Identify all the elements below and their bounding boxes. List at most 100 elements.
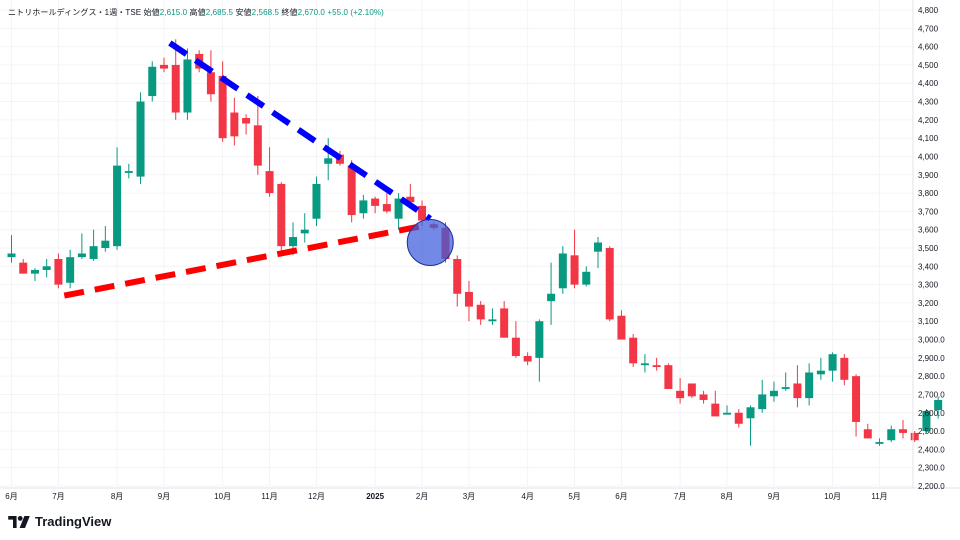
candle-body bbox=[699, 394, 708, 400]
price-axis[interactable]: 2,200.0 2,300.0 2,400.0 2,500.0 2,600.0 2,700… bbox=[918, 6, 945, 491]
candle-body bbox=[570, 255, 579, 285]
candle-body bbox=[629, 337, 638, 364]
candle-body bbox=[558, 253, 567, 289]
candle-body bbox=[594, 242, 602, 252]
change-value: +55.0 (+2.10%) bbox=[327, 8, 384, 17]
candle-body bbox=[183, 59, 192, 113]
candle-body bbox=[30, 269, 39, 274]
candle-body bbox=[910, 432, 919, 441]
candle-body bbox=[206, 72, 215, 95]
price-tick-label: 3,600 bbox=[918, 226, 939, 235]
price-tick-label: 2,900.0 bbox=[918, 354, 945, 363]
price-tick-label: 2,300.0 bbox=[918, 464, 945, 473]
low-label: 安値 bbox=[235, 8, 252, 17]
chart-drawings[interactable] bbox=[63, 40, 454, 299]
price-tick-label: 2,800.0 bbox=[918, 372, 945, 381]
candle-body bbox=[934, 399, 943, 411]
price-tick-label: 2,700.0 bbox=[918, 390, 945, 399]
close-value: 2,670.0 bbox=[297, 8, 325, 17]
price-tick-label: 3,400 bbox=[918, 262, 939, 271]
high-label: 高値 bbox=[189, 8, 206, 17]
symbol-name: ニトリホールディングス・1週・TSE bbox=[8, 8, 142, 17]
tradingview-logo-icon bbox=[8, 515, 30, 528]
candle-body bbox=[89, 246, 98, 259]
candle-body bbox=[230, 112, 239, 137]
candle-body bbox=[535, 321, 544, 358]
time-tick-label: 7月 bbox=[52, 492, 64, 501]
price-tick-label: 3,800 bbox=[918, 189, 939, 198]
time-tick-label: 8月 bbox=[111, 492, 123, 501]
candle-body bbox=[159, 64, 168, 69]
candle-body bbox=[840, 357, 849, 380]
candle-body bbox=[418, 205, 427, 221]
candle-body bbox=[640, 363, 649, 366]
candle-body bbox=[371, 198, 380, 206]
candle-body bbox=[664, 365, 673, 389]
candle-body bbox=[7, 253, 16, 258]
candle-body bbox=[617, 315, 626, 340]
candle-body bbox=[687, 383, 696, 397]
time-tick-label: 11月 bbox=[871, 492, 887, 501]
candle-body bbox=[347, 165, 356, 216]
candle-body bbox=[253, 125, 262, 166]
candle-body bbox=[793, 383, 802, 399]
candlestick-series bbox=[7, 39, 943, 446]
candle-body bbox=[382, 204, 391, 212]
candle-body bbox=[136, 101, 145, 177]
price-tick-label: 2,600.0 bbox=[918, 409, 945, 418]
time-tick-label: 9月 bbox=[768, 492, 780, 501]
time-tick-label: 3月 bbox=[463, 492, 475, 501]
candle-body bbox=[898, 429, 907, 433]
candle-body bbox=[582, 271, 591, 285]
time-axis[interactable]: 6月 7月 8月 9月 10月 11月 12月 2025 2月 3月 4月 5月 6月 7月 8月 9月 10月… bbox=[5, 492, 887, 501]
price-tick-label: 4,600 bbox=[918, 43, 939, 52]
close-label: 終値 bbox=[281, 8, 298, 17]
candle-body bbox=[500, 308, 509, 338]
time-tick-label: 10月 bbox=[214, 492, 231, 501]
candle-body bbox=[711, 403, 720, 417]
price-tick-label: 4,700 bbox=[918, 24, 939, 33]
candle-body bbox=[676, 390, 685, 399]
candle-body bbox=[828, 354, 837, 371]
price-tick-label: 4,100 bbox=[918, 134, 939, 143]
price-tick-label: 3,200 bbox=[918, 299, 939, 308]
price-tick-label: 3,900 bbox=[918, 171, 939, 180]
tradingview-brand[interactable]: TradingView bbox=[8, 514, 111, 529]
brand-name: TradingView bbox=[35, 514, 112, 529]
candle-body bbox=[464, 291, 473, 307]
candle-body bbox=[652, 365, 661, 367]
candle-body bbox=[723, 412, 732, 415]
price-tick-label: 4,300 bbox=[918, 98, 939, 107]
candle-body bbox=[394, 198, 403, 219]
breakout-marker-circle[interactable] bbox=[406, 219, 454, 267]
candle-body bbox=[19, 262, 28, 274]
candle-body bbox=[289, 237, 298, 247]
time-tick-label: 2025 bbox=[366, 492, 384, 501]
price-tick-label: 3,100 bbox=[918, 317, 939, 326]
price-tick-label: 2,400.0 bbox=[918, 445, 945, 454]
candle-body bbox=[816, 370, 825, 375]
candle-body bbox=[265, 171, 274, 194]
candle-body bbox=[113, 165, 122, 247]
candle-body bbox=[746, 407, 755, 419]
time-tick-label: 4月 bbox=[521, 492, 533, 501]
candle-body bbox=[324, 158, 333, 164]
price-tick-label: 4,000 bbox=[918, 152, 939, 161]
candle-body bbox=[406, 196, 415, 203]
candle-body bbox=[66, 257, 75, 283]
candle-body bbox=[781, 387, 790, 389]
candle-body bbox=[124, 171, 133, 173]
candle-body bbox=[359, 200, 368, 214]
time-tick-label: 2月 bbox=[416, 492, 428, 501]
candle-body bbox=[734, 412, 743, 424]
upper-trendline[interactable] bbox=[168, 40, 432, 222]
candle-body bbox=[42, 266, 51, 270]
candle-body bbox=[218, 75, 227, 139]
candle-body bbox=[300, 229, 309, 234]
price-tick-label: 2,200.0 bbox=[918, 482, 945, 491]
open-value: 2,615.0 bbox=[159, 8, 188, 17]
time-tick-label: 10月 bbox=[824, 492, 841, 501]
time-tick-label: 8月 bbox=[721, 492, 733, 501]
candle-body bbox=[805, 372, 814, 399]
